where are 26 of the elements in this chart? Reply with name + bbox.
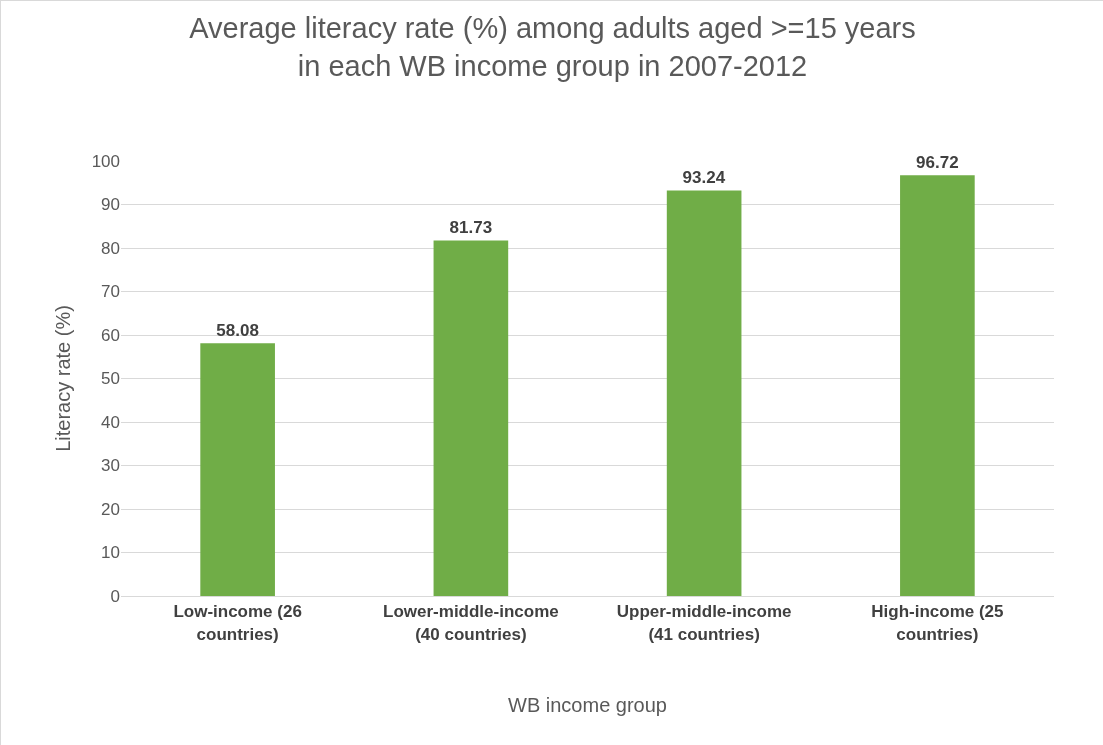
y-tick-label: 40 — [101, 412, 120, 432]
y-tick-label: 50 — [101, 369, 120, 389]
bar — [666, 190, 742, 596]
data-label: 96.72 — [916, 153, 959, 173]
y-tick-label: 0 — [110, 586, 120, 606]
data-label: 81.73 — [449, 218, 493, 238]
x-tick-label: High-income (25 countries) — [871, 602, 1004, 644]
x-axis-title: WB income group — [508, 694, 667, 716]
y-tick-label: 60 — [101, 325, 120, 345]
bar — [900, 175, 975, 596]
chart-title: Average literacy rate (%) among adults aged >=15 years in each WB income group in 2007-2012 — [189, 12, 916, 82]
bar — [433, 240, 509, 596]
x-tick-label: Upper-middle-income (41 countries) — [616, 602, 792, 644]
y-tick-label: 70 — [101, 282, 120, 302]
x-tick-label: Lower-middle-income (40 countries) — [383, 602, 559, 644]
y-tick-label: 20 — [101, 499, 120, 519]
y-tick-label: 30 — [101, 456, 120, 476]
y-tick-label: 90 — [101, 195, 120, 215]
x-tick-label: Low-income (26 countries) — [173, 602, 302, 644]
bar — [200, 343, 275, 596]
y-tick-label: 80 — [101, 238, 120, 258]
y-tick-label: 100 — [91, 151, 120, 171]
data-label: 93.24 — [682, 168, 726, 188]
y-tick-label: 10 — [101, 543, 120, 563]
data-label: 58.08 — [216, 321, 259, 341]
y-axis-title: Literacy rate (%) — [52, 305, 75, 452]
